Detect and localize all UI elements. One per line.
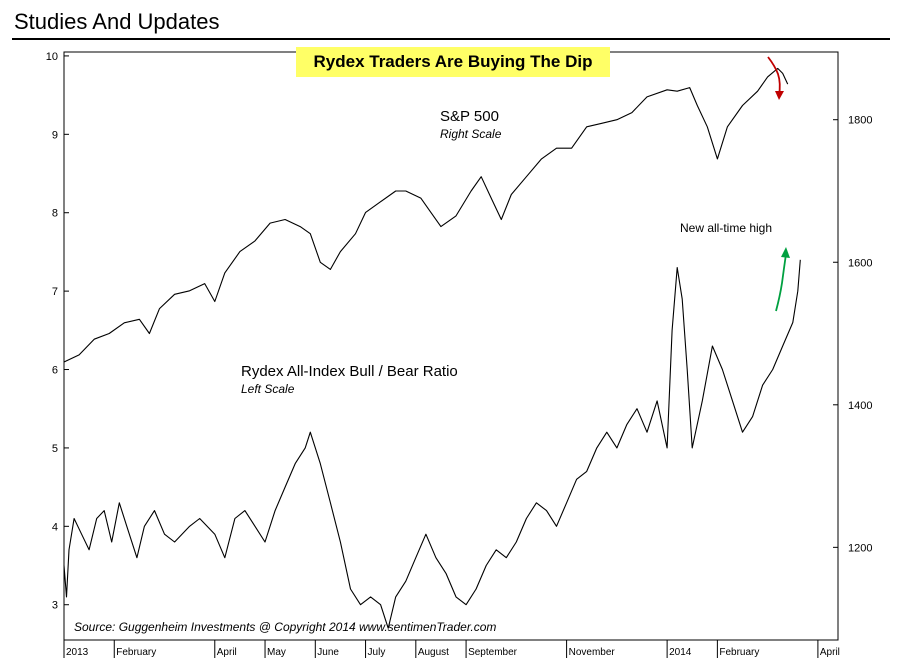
chart-title: Rydex Traders Are Buying The Dip (296, 47, 610, 77)
sp500-series-label: S&P 500 (440, 108, 499, 125)
left-tick-label: 3 (52, 600, 58, 612)
left-tick-label: 6 (52, 365, 58, 377)
x-tick-label: February (719, 647, 759, 658)
header-divider (12, 38, 890, 40)
x-axis: 2013 February April May June July August Septem… (63, 640, 840, 658)
x-tick-label: May (267, 647, 286, 658)
left-tick-label: 4 (52, 521, 58, 533)
left-tick-label: 9 (52, 129, 58, 141)
x-tick-label: April (820, 647, 840, 658)
up-arrow-icon (775, 247, 790, 312)
right-tick-label: 1200 (848, 542, 872, 554)
x-tick-label: June (317, 647, 339, 658)
left-tick-label: 10 (46, 51, 58, 63)
x-tick-label: 2014 (669, 647, 692, 658)
source-note: Source: Guggenheim Investments @ Copyrig… (74, 620, 497, 634)
left-tick-label: 5 (52, 443, 58, 455)
left-tick-label: 8 (52, 208, 58, 220)
sp500-series-sublabel: Right Scale (440, 127, 502, 141)
left-axis: 3 4 5 6 7 8 9 10 (46, 51, 69, 612)
right-tick-label: 1800 (848, 115, 872, 127)
rydex-series-label: Rydex All-Index Bull / Bear Ratio (241, 363, 458, 380)
right-axis: 1200 1400 1600 1800 (833, 115, 872, 554)
right-tick-label: 1600 (848, 257, 872, 269)
page-header-title: Studies And Updates (14, 9, 220, 34)
down-arrow-icon (767, 56, 784, 100)
left-tick-label: 7 (52, 286, 58, 298)
x-tick-label: August (418, 647, 449, 658)
x-tick-label: 2013 (66, 647, 89, 658)
x-tick-label: July (368, 647, 386, 658)
rydex-series-sublabel: Left Scale (241, 382, 295, 396)
series-layer (63, 67, 801, 629)
x-tick-label: February (116, 647, 156, 658)
new-high-annotation: New all-time high (680, 221, 773, 235)
x-tick-label: November (569, 647, 616, 658)
x-tick-label: September (468, 647, 518, 658)
right-tick-label: 1400 (848, 400, 872, 412)
rydex-ratio-line (63, 259, 801, 629)
x-tick-label: April (217, 647, 237, 658)
sp500-line (63, 67, 789, 363)
